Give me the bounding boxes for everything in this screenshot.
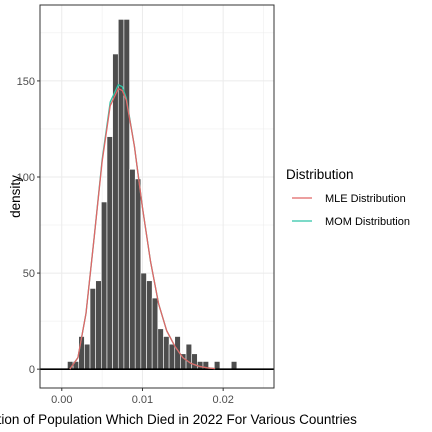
legend: Distribution MLE Distribution MOM Distri…	[286, 167, 410, 228]
histogram-bar-4	[84, 343, 91, 370]
histogram-bar-19	[168, 343, 176, 370]
x-tick-label: 0.00	[51, 394, 72, 406]
histogram-bar-3	[78, 336, 85, 370]
histogram-bar-16	[151, 297, 159, 370]
histogram-bar-23	[191, 353, 198, 370]
histogram-bar-18	[163, 336, 170, 370]
histogram-bar-22	[185, 343, 192, 370]
plot-border	[39, 4, 275, 389]
histogram-bars	[67, 19, 238, 370]
legend-label-mom: MOM Distribution	[325, 216, 410, 228]
legend-title: Distribution	[286, 167, 354, 182]
y-tick-label: 100	[17, 172, 35, 184]
y-axis-title: density	[8, 175, 23, 218]
histogram-bar-11	[123, 19, 130, 370]
x-axis-title: Proportion of Population Which Died in 2…	[0, 412, 357, 427]
x-tick-label: 0.02	[212, 394, 233, 406]
histogram-bar-7	[101, 201, 108, 370]
histogram-bar-13	[134, 178, 142, 370]
legend-item-mom: MOM Distribution	[292, 216, 410, 228]
histogram-bar-14	[140, 272, 147, 370]
histogram-bar-5	[89, 288, 96, 370]
histogram-bar-15	[146, 280, 153, 370]
x-axis-ticks: 0.00 0.01 0.02	[51, 388, 234, 406]
density-curves	[69, 84, 216, 370]
x-tick-label: 0.01	[132, 394, 153, 406]
y-axis-ticks: 0 50 100 150	[17, 76, 40, 376]
mle-curve	[69, 87, 216, 370]
y-tick-label: 50	[23, 268, 35, 280]
histogram-bar-8	[106, 136, 113, 370]
histogram-bar-6	[95, 280, 102, 370]
y-tick-label: 150	[17, 76, 35, 88]
histogram-bar-10	[117, 19, 125, 370]
y-tick-label: 0	[29, 364, 35, 376]
histogram-bar-9	[112, 53, 119, 370]
histogram-bar-12	[129, 169, 136, 370]
histogram-bar-30	[230, 361, 238, 370]
legend-item-mle: MLE Distribution	[292, 193, 406, 205]
histogram-bar-17	[157, 328, 164, 370]
legend-label-mle: MLE Distribution	[325, 193, 406, 205]
